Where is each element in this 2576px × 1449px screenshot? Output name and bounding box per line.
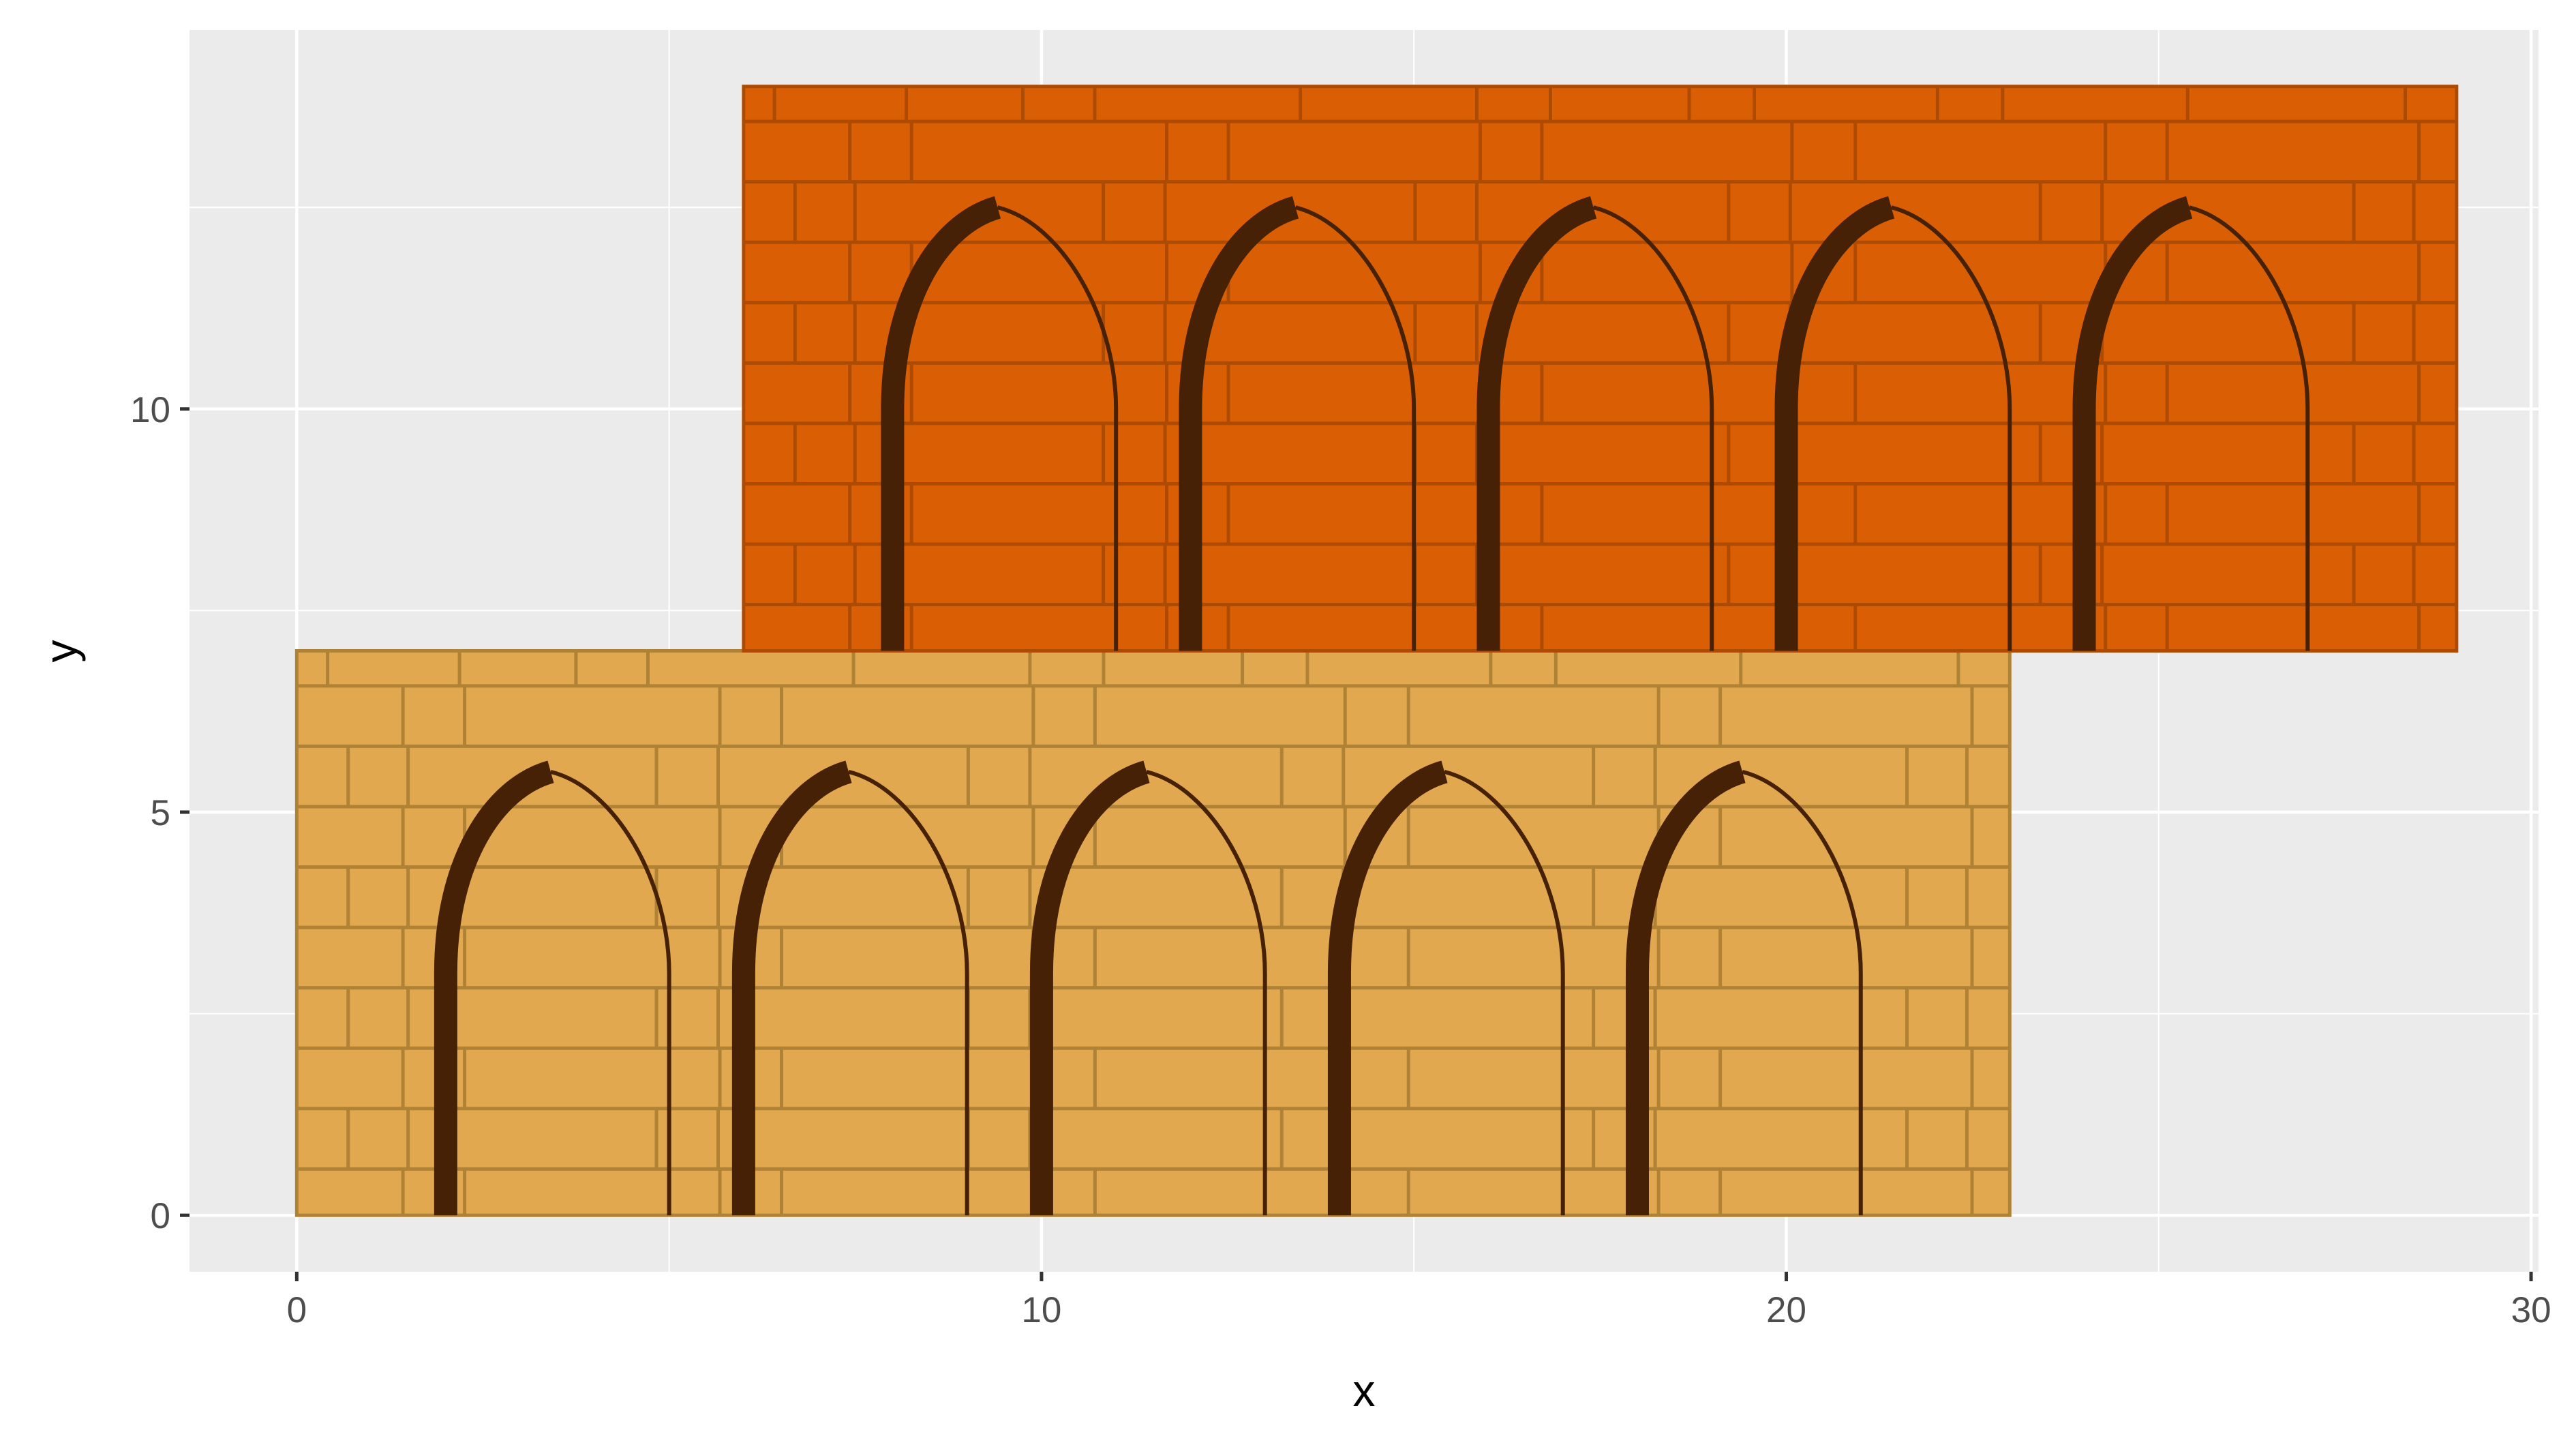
wall-rect	[297, 651, 2010, 1216]
wall-lower	[294, 649, 2012, 1217]
arch-shadow	[1029, 760, 1151, 1216]
arch-outline	[550, 769, 671, 1216]
wall-upper	[742, 85, 2459, 653]
arch-shadow	[2072, 196, 2193, 651]
y-axis-title: y	[35, 640, 86, 663]
arch-shadow	[434, 760, 555, 1216]
arch-outline	[1890, 205, 2012, 651]
axes: 0 10 20 30 0 5 10	[130, 390, 2551, 1330]
x-tick-label: 0	[287, 1290, 307, 1330]
y-tick-label: 5	[151, 793, 170, 833]
arch-outline	[1294, 205, 1416, 651]
arch-shadow	[731, 760, 853, 1216]
x-tick-label: 30	[2511, 1290, 2551, 1330]
walls	[294, 85, 2459, 1217]
arch-outline	[997, 205, 1119, 651]
arch-outline	[1146, 769, 1267, 1216]
arch-outline	[2188, 205, 2310, 651]
arch-outline	[1444, 769, 1565, 1216]
arch-outline	[848, 769, 969, 1216]
arch-shadow	[881, 196, 1001, 651]
wall-rect	[743, 86, 2457, 651]
y-tick-label: 10	[130, 390, 170, 430]
x-tick-label: 20	[1766, 1290, 1806, 1330]
arch-outline	[1592, 205, 1714, 651]
arch-shadow	[1179, 196, 1299, 651]
x-tick-label: 10	[1021, 1290, 1061, 1330]
arch-shadow	[1625, 760, 1746, 1216]
arch-shadow	[1774, 196, 1895, 651]
arch-outline	[1742, 769, 1863, 1216]
x-axis-title: x	[1353, 1365, 1376, 1416]
y-tick-label: 0	[151, 1196, 170, 1236]
arch-shadow	[1327, 760, 1449, 1216]
wall-border	[742, 85, 2459, 653]
arch-shadow	[1476, 196, 1597, 651]
